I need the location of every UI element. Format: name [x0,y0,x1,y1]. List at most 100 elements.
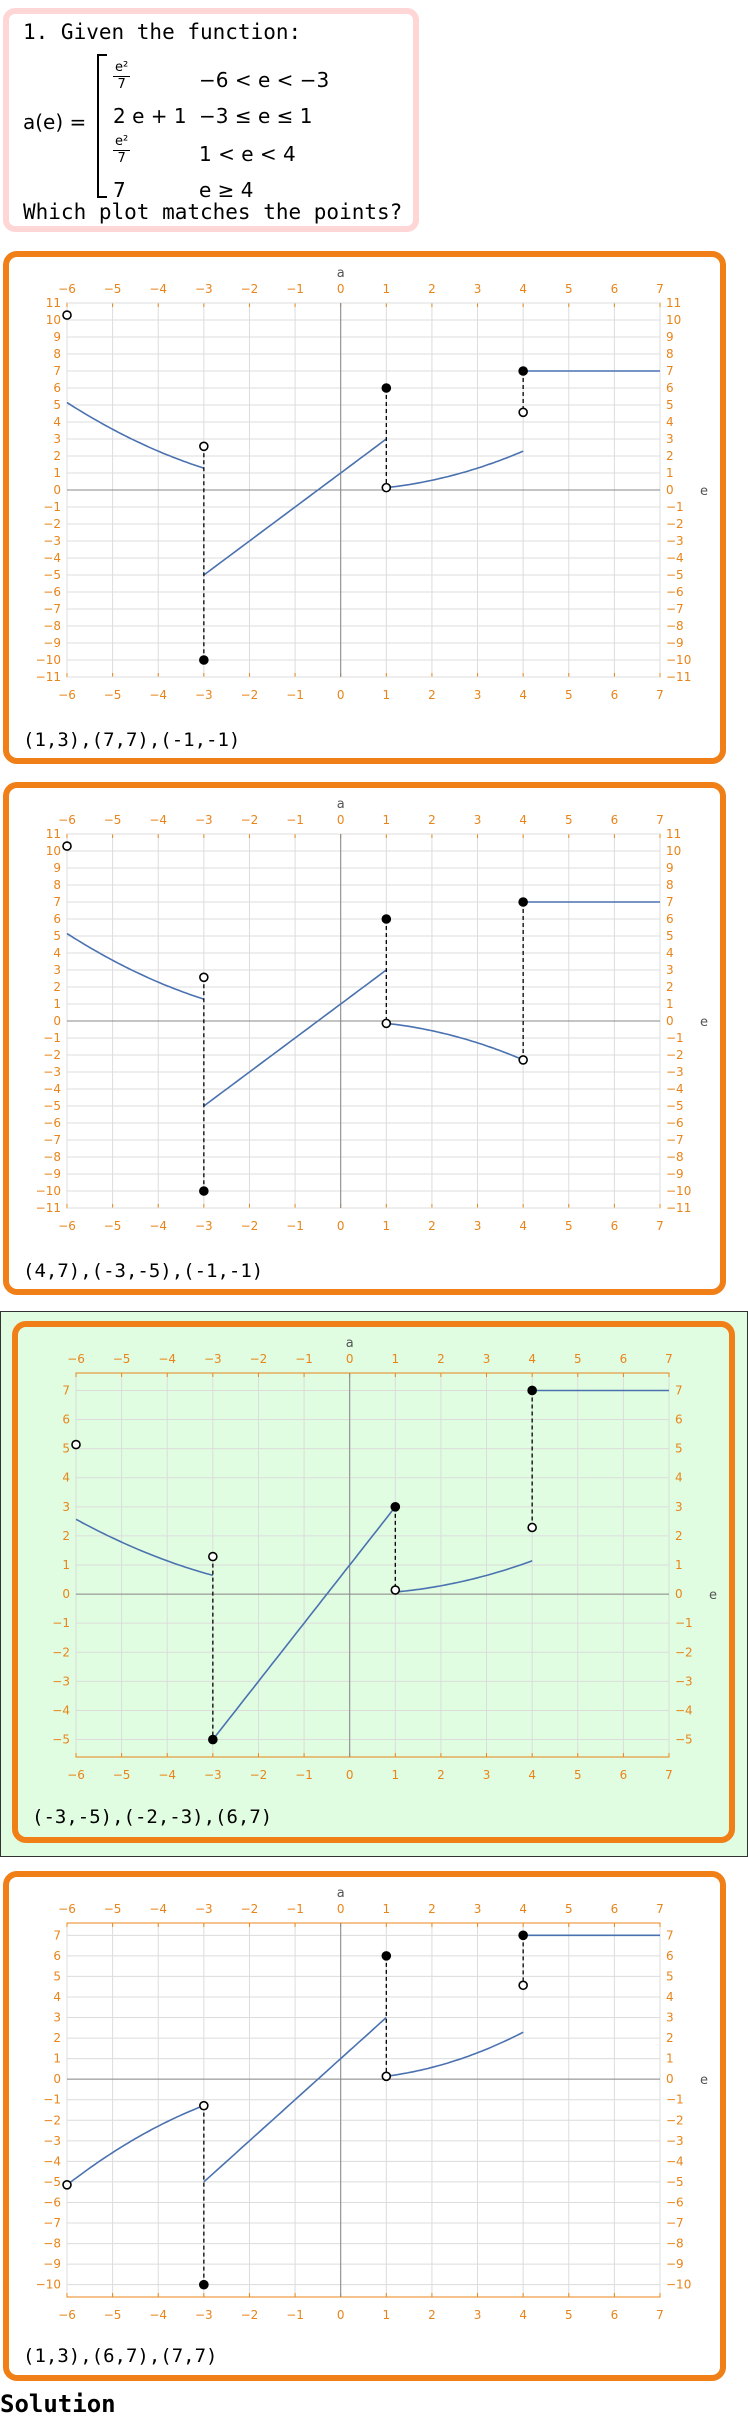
x-tick-label-bottom: −6 [58,688,76,702]
x-tick-label-top: 1 [382,813,390,827]
x-tick-label-top: 5 [565,282,573,296]
y-tick-label-left: 7 [53,1928,61,1942]
x-tick-label-bottom: −4 [149,2308,167,2322]
y-tick-label-left: −4 [43,2154,61,2168]
x-tick-label-top: 0 [346,1352,354,1366]
option-4-card[interactable]: −6 −6 −5 −5 −4 −4 −3 −3 −2 −2 −1 −1 0 0 1 1 2 2 3 3 4 4 5 5 6 6 7 7… [3,1871,726,2381]
x-tick-label-top: −2 [241,282,259,296]
x-tick-label-bottom: 5 [565,688,573,702]
y-tick-label-left: 0 [53,483,61,497]
x-tick-label-bottom: −3 [195,688,213,702]
x-tick-label-bottom: 1 [382,1219,390,1233]
y-tick-label-left: −1 [43,2093,61,2107]
piecewise-brace [97,54,107,198]
x-tick-label-top: −6 [58,1902,76,1916]
y-tick-label-right: 2 [666,2031,674,2045]
x-tick-label-top: 2 [428,813,436,827]
x-tick-label-bottom: 6 [611,2308,619,2322]
y-tick-label-right: 10 [666,844,681,858]
x-tick-label-top: 6 [611,1902,619,1916]
y-tick-label-right: 4 [666,946,674,960]
y-tick-label-right: −5 [675,1733,693,1747]
function-curve [66,2104,205,2186]
x-tick-label-top: 3 [474,813,482,827]
x-tick-label-top: −3 [195,1902,213,1916]
y-tick-label-left: 0 [53,2072,61,2086]
y-tick-label-right: 3 [675,1500,683,1514]
x-axis-label: e [700,2073,708,2088]
x-axis-label: e [709,1588,717,1603]
y-axis-label: a [337,266,345,281]
y-tick-label-left: 5 [53,1969,61,1983]
x-tick-label-top: 3 [474,282,482,296]
x-tick-label-bottom: 3 [474,1219,482,1233]
y-tick-label-left: 1 [62,1558,70,1572]
y-tick-label-left: −2 [43,2113,61,2127]
y-tick-label-right: 10 [666,313,681,327]
y-tick-label-left: −7 [43,2216,61,2230]
y-tick-label-left: −1 [43,1031,61,1045]
y-tick-label-right: 4 [666,415,674,429]
y-tick-label-right: −4 [675,1703,693,1717]
x-axis-label: e [700,484,708,499]
y-tick-label-right: 6 [666,1949,674,1963]
y-tick-label-left: −10 [36,653,61,667]
closed-endpoint [527,1385,537,1396]
x-tick-label-bottom: 0 [337,688,345,702]
x-tick-label-bottom: −3 [204,1768,222,1782]
open-endpoint [381,482,392,493]
y-tick-label-right: 8 [666,347,674,361]
y-tick-label-left: −4 [43,1082,61,1096]
y-tick-label-left: 6 [53,912,61,926]
y-tick-label-left: 1 [53,466,61,480]
y-tick-label-left: −7 [43,1133,61,1147]
y-tick-label-right: 9 [666,330,674,344]
option-3-card[interactable]: −6 −6 −5 −5 −4 −4 −3 −3 −2 −2 −1 −1 0 0 1 1 2 2 3 3 4 4 5 5 6 6 7 7… [12,1321,735,1843]
y-tick-label-right: −1 [675,1616,693,1630]
y-tick-label-left: 9 [53,861,61,875]
y-tick-label-right: −9 [666,1167,684,1181]
closed-endpoint [199,1186,209,1196]
y-tick-label-left: 4 [53,946,61,960]
y-tick-label-left: 4 [62,1471,70,1485]
x-tick-label-bottom: 3 [483,1768,491,1782]
x-tick-label-bottom: −4 [149,688,167,702]
x-tick-label-bottom: −2 [250,1768,268,1782]
option-2-card[interactable]: −6 −6 −5 −5 −4 −4 −3 −3 −2 −2 −1 −1 0 0 1 1 2 2 3 3 4 4 5 5 6 6 7 7… [3,782,726,1295]
y-tick-label-right: −3 [666,1065,684,1079]
x-tick-label-bottom: 2 [428,688,436,702]
x-tick-label-top: −3 [204,1352,222,1366]
x-tick-label-top: −2 [250,1352,268,1366]
x-tick-label-bottom: −2 [241,2308,259,2322]
piece-4-condition: e ≥ 4 [199,178,254,202]
y-tick-label-left: 5 [53,929,61,943]
open-endpoint [199,972,209,983]
y-tick-label-right: −6 [666,2195,684,2209]
x-tick-label-bottom: −4 [158,1768,176,1782]
y-tick-label-left: −6 [43,585,61,599]
y-tick-label-left: 8 [53,878,61,892]
y-tick-label-right: 1 [666,2052,674,2066]
open-endpoint [381,1018,392,1029]
y-tick-label-right: −2 [666,1048,684,1062]
x-tick-label-bottom: 0 [346,1768,354,1782]
y-tick-label-right: 6 [675,1413,683,1427]
y-tick-label-left: −9 [43,2257,61,2271]
piece-1-condition: −6 < e < −3 [199,68,330,92]
x-tick-label-bottom: 4 [528,1768,536,1782]
y-tick-label-left: 3 [53,963,61,977]
x-tick-label-top: −2 [241,813,259,827]
y-tick-label-left: 8 [53,347,61,361]
x-tick-label-bottom: 7 [665,1768,673,1782]
y-tick-label-left: −9 [43,636,61,650]
closed-endpoint [381,914,392,924]
y-tick-label-left: 3 [53,432,61,446]
closed-endpoint [208,1734,218,1745]
option-1-card[interactable]: −6 −6 −5 −5 −4 −4 −3 −3 −2 −2 −1 −1 0 0 1 1 2 2 3 3 4 4 5 5 6 6 7 7… [3,251,726,764]
y-tick-label-right: 11 [666,827,681,841]
y-tick-label-right: 0 [675,1587,683,1601]
closed-endpoint [199,655,209,665]
y-tick-label-left: −11 [36,1201,61,1215]
function-curve [66,932,205,1000]
y-tick-label-left: 10 [46,313,61,327]
